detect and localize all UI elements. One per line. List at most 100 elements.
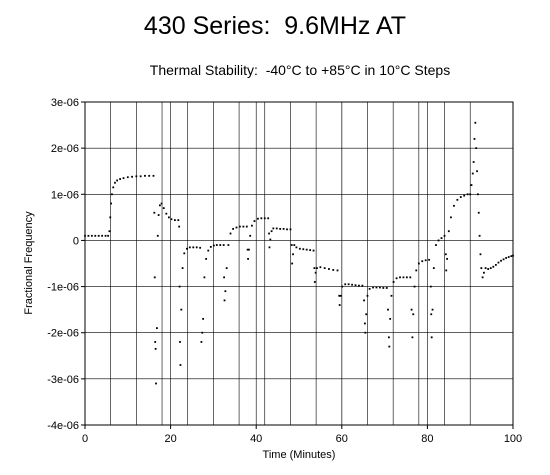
data-point: [316, 267, 318, 270]
data-point: [365, 313, 368, 316]
data-point: [167, 216, 170, 219]
data-point: [409, 276, 412, 279]
data-point: [246, 248, 249, 251]
y-tick-label: 1e-06: [51, 189, 79, 201]
data-point: [180, 308, 183, 311]
data-point: [179, 341, 181, 343]
data-point: [253, 220, 256, 222]
data-point: [148, 174, 151, 177]
data-point: [203, 276, 206, 279]
data-point: [323, 267, 326, 270]
data-point: [476, 170, 478, 173]
data-point: [212, 244, 215, 247]
data-point: [388, 345, 391, 348]
data-point: [475, 147, 478, 150]
data-point: [292, 253, 294, 256]
data-point: [443, 234, 446, 237]
data-point: [257, 217, 259, 220]
data-point: [430, 336, 433, 339]
x-tick-label: 80: [421, 433, 433, 445]
data-point: [152, 174, 155, 177]
data-point: [435, 244, 437, 246]
data-point: [405, 276, 408, 279]
data-point: [219, 244, 222, 246]
data-point: [339, 294, 342, 297]
data-point: [87, 234, 90, 237]
y-axis-label: Fractional Frequency: [23, 211, 35, 315]
data-point: [139, 175, 142, 178]
data-point: [247, 257, 249, 260]
data-point: [156, 327, 158, 329]
data-point: [366, 294, 369, 297]
x-tick-label: 100: [504, 433, 522, 445]
data-point: [477, 193, 479, 196]
data-point: [312, 249, 315, 252]
data-point: [489, 267, 492, 270]
data-point: [90, 234, 93, 237]
data-point: [372, 286, 374, 289]
data-point: [341, 285, 344, 288]
data-point: [155, 382, 157, 385]
data-point: [389, 317, 392, 320]
data-point: [473, 138, 476, 140]
data-point: [481, 276, 484, 279]
data-point: [447, 230, 450, 233]
data-point: [224, 290, 227, 293]
data-point: [507, 256, 510, 258]
data-point: [201, 331, 204, 334]
data-point: [505, 257, 508, 259]
data-point: [500, 259, 502, 262]
data-point: [215, 244, 218, 246]
y-tick-label: -2e-06: [47, 328, 79, 340]
data-point: [286, 228, 288, 231]
data-point: [453, 204, 455, 207]
data-point: [144, 174, 146, 177]
data-point: [248, 248, 250, 251]
data-point: [344, 283, 347, 286]
data-point: [430, 313, 433, 316]
data-point: [249, 234, 252, 237]
data-point: [395, 277, 398, 280]
data-point: [119, 178, 121, 180]
data-point: [444, 253, 447, 256]
data-point: [378, 286, 381, 289]
data-point: [116, 179, 118, 182]
data-point: [245, 225, 248, 228]
data-point: [109, 216, 112, 219]
data-point: [159, 204, 161, 207]
data-point: [392, 281, 395, 283]
data-point: [482, 271, 485, 274]
data-point: [170, 218, 173, 221]
y-tick-label: -3e-06: [47, 374, 79, 386]
data-point: [363, 299, 365, 302]
data-point: [463, 194, 466, 197]
data-point: [450, 216, 452, 219]
data-point: [364, 322, 366, 325]
data-point: [446, 257, 448, 260]
data-points: [84, 121, 514, 385]
data-point: [428, 258, 431, 261]
data-point: [289, 228, 292, 231]
data-point: [477, 211, 480, 214]
data-point: [347, 283, 350, 286]
data-point: [313, 267, 316, 270]
data-point: [154, 347, 157, 350]
data-point: [387, 308, 389, 311]
chart-title: 430 Series: 9.6MHz AT: [143, 12, 407, 40]
data-point: [431, 308, 434, 311]
x-tick-label: 60: [336, 433, 348, 445]
data-point: [390, 294, 393, 297]
data-point: [351, 283, 353, 286]
data-point: [185, 247, 188, 250]
data-point: [156, 234, 159, 237]
data-point: [445, 269, 448, 272]
data-point: [298, 247, 301, 250]
data-point: [487, 268, 490, 270]
data-point: [279, 227, 282, 230]
data-point: [314, 271, 317, 274]
data-point: [336, 269, 339, 272]
data-point: [471, 172, 474, 175]
data-point: [456, 198, 459, 201]
data-point: [111, 193, 113, 196]
data-point: [478, 234, 481, 237]
